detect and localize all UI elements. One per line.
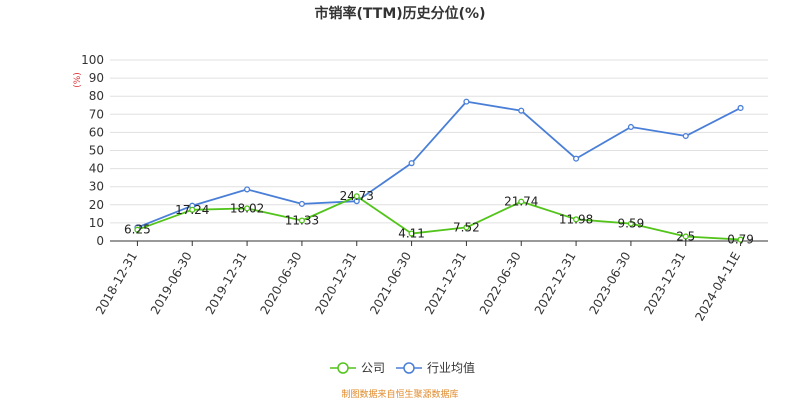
y-axis-unit-label: (%): [73, 72, 83, 88]
y-tick-label: 20: [89, 198, 104, 212]
data-label: 6.25: [124, 223, 151, 237]
y-tick-label: 60: [89, 125, 104, 139]
data-point-company[interactable]: [573, 216, 580, 223]
x-tick-label: 2023-12-31: [641, 250, 688, 317]
legend-company-label: 公司: [361, 361, 385, 375]
x-tick-label: 2024-04-11E: [692, 250, 743, 324]
y-tick-label: 100: [81, 53, 104, 67]
y-tick-label: 10: [89, 216, 104, 230]
x-tick-label: 2021-06-30: [367, 250, 414, 317]
data-label: 2.5: [676, 229, 695, 243]
data-label: 0.79: [727, 233, 754, 247]
data-point-company[interactable]: [518, 198, 525, 205]
data-point-industry[interactable]: [573, 155, 580, 162]
data-point-company[interactable]: [189, 206, 196, 213]
x-tick-label: 2020-06-30: [258, 250, 305, 317]
data-point-company[interactable]: [353, 193, 360, 200]
data-point-industry[interactable]: [737, 104, 744, 112]
data-label: 24.73: [340, 189, 374, 203]
x-tick-label: 2018-12-31: [93, 250, 140, 317]
x-tick-label: 2023-06-30: [587, 250, 634, 317]
legend-company-marker: [337, 362, 349, 374]
data-point-industry[interactable]: [627, 123, 634, 131]
legend-industry-marker: [403, 362, 415, 374]
data-label: 4.11: [398, 227, 425, 241]
data-point-company[interactable]: [244, 205, 251, 212]
data-point-company[interactable]: [682, 233, 689, 240]
legend: 公司 行业均值: [330, 360, 475, 375]
series-line-company: [137, 195, 741, 241]
data-label: 17.24: [175, 203, 209, 217]
data-point-industry[interactable]: [518, 107, 525, 114]
grid: [110, 59, 768, 242]
data-point-industry[interactable]: [463, 98, 470, 105]
y-tick-label: 80: [89, 89, 104, 103]
y-tick-label: 30: [89, 180, 104, 194]
source-note: 制图数据来自恒生聚源数据库: [341, 388, 458, 400]
data-label: 11.98: [559, 212, 593, 226]
series-line-industry: [137, 100, 741, 229]
data-point-industry[interactable]: [682, 132, 689, 140]
legend-industry-label: 行业均值: [427, 360, 475, 375]
x-tick-label: 2019-12-31: [203, 249, 250, 316]
data-label: 11.33: [285, 213, 319, 227]
chart-title: 市销率(TTM)历史分位(%): [315, 5, 486, 22]
x-tick-label: 2019-06-30: [148, 250, 195, 317]
data-point-company[interactable]: [737, 236, 744, 243]
data-labels: 6.25 17.24 18.02 11.33 24.73 4.11 7.52 21.74 11.…: [124, 189, 754, 246]
data-label: 9.59: [618, 217, 645, 231]
legend-item-company[interactable]: 公司: [330, 361, 385, 375]
data-point-company[interactable]: [408, 230, 415, 237]
data-point-company[interactable]: [463, 224, 470, 231]
data-point-industry[interactable]: [408, 160, 415, 167]
series-layer: [134, 98, 744, 243]
axes: 0 10 20 30 40 50 60 70 80 90 100 2018-12-31 2019-06-…: [81, 53, 768, 323]
data-point-company[interactable]: [298, 217, 305, 224]
data-label: 21.74: [504, 195, 538, 209]
data-point-company[interactable]: [627, 220, 634, 227]
y-tick-label: 90: [89, 71, 104, 85]
x-tick-label: 2022-12-31: [532, 250, 579, 317]
y-tick-label: 50: [89, 144, 104, 158]
data-label: 18.02: [230, 201, 264, 215]
x-tick-label: 2020-12-31: [312, 250, 359, 317]
x-tick-label: 2021-12-31: [422, 249, 469, 316]
y-tick-label: 0: [96, 234, 104, 248]
x-tick-label: 2022-06-30: [477, 250, 524, 317]
y-tick-label: 40: [89, 162, 104, 176]
data-point-company[interactable]: [134, 226, 141, 233]
data-point-industry[interactable]: [244, 186, 251, 193]
legend-item-industry[interactable]: 行业均值: [396, 360, 475, 375]
data-point-industry[interactable]: [298, 200, 305, 207]
y-tick-label: 70: [89, 107, 104, 121]
data-label: 7.52: [453, 220, 480, 234]
